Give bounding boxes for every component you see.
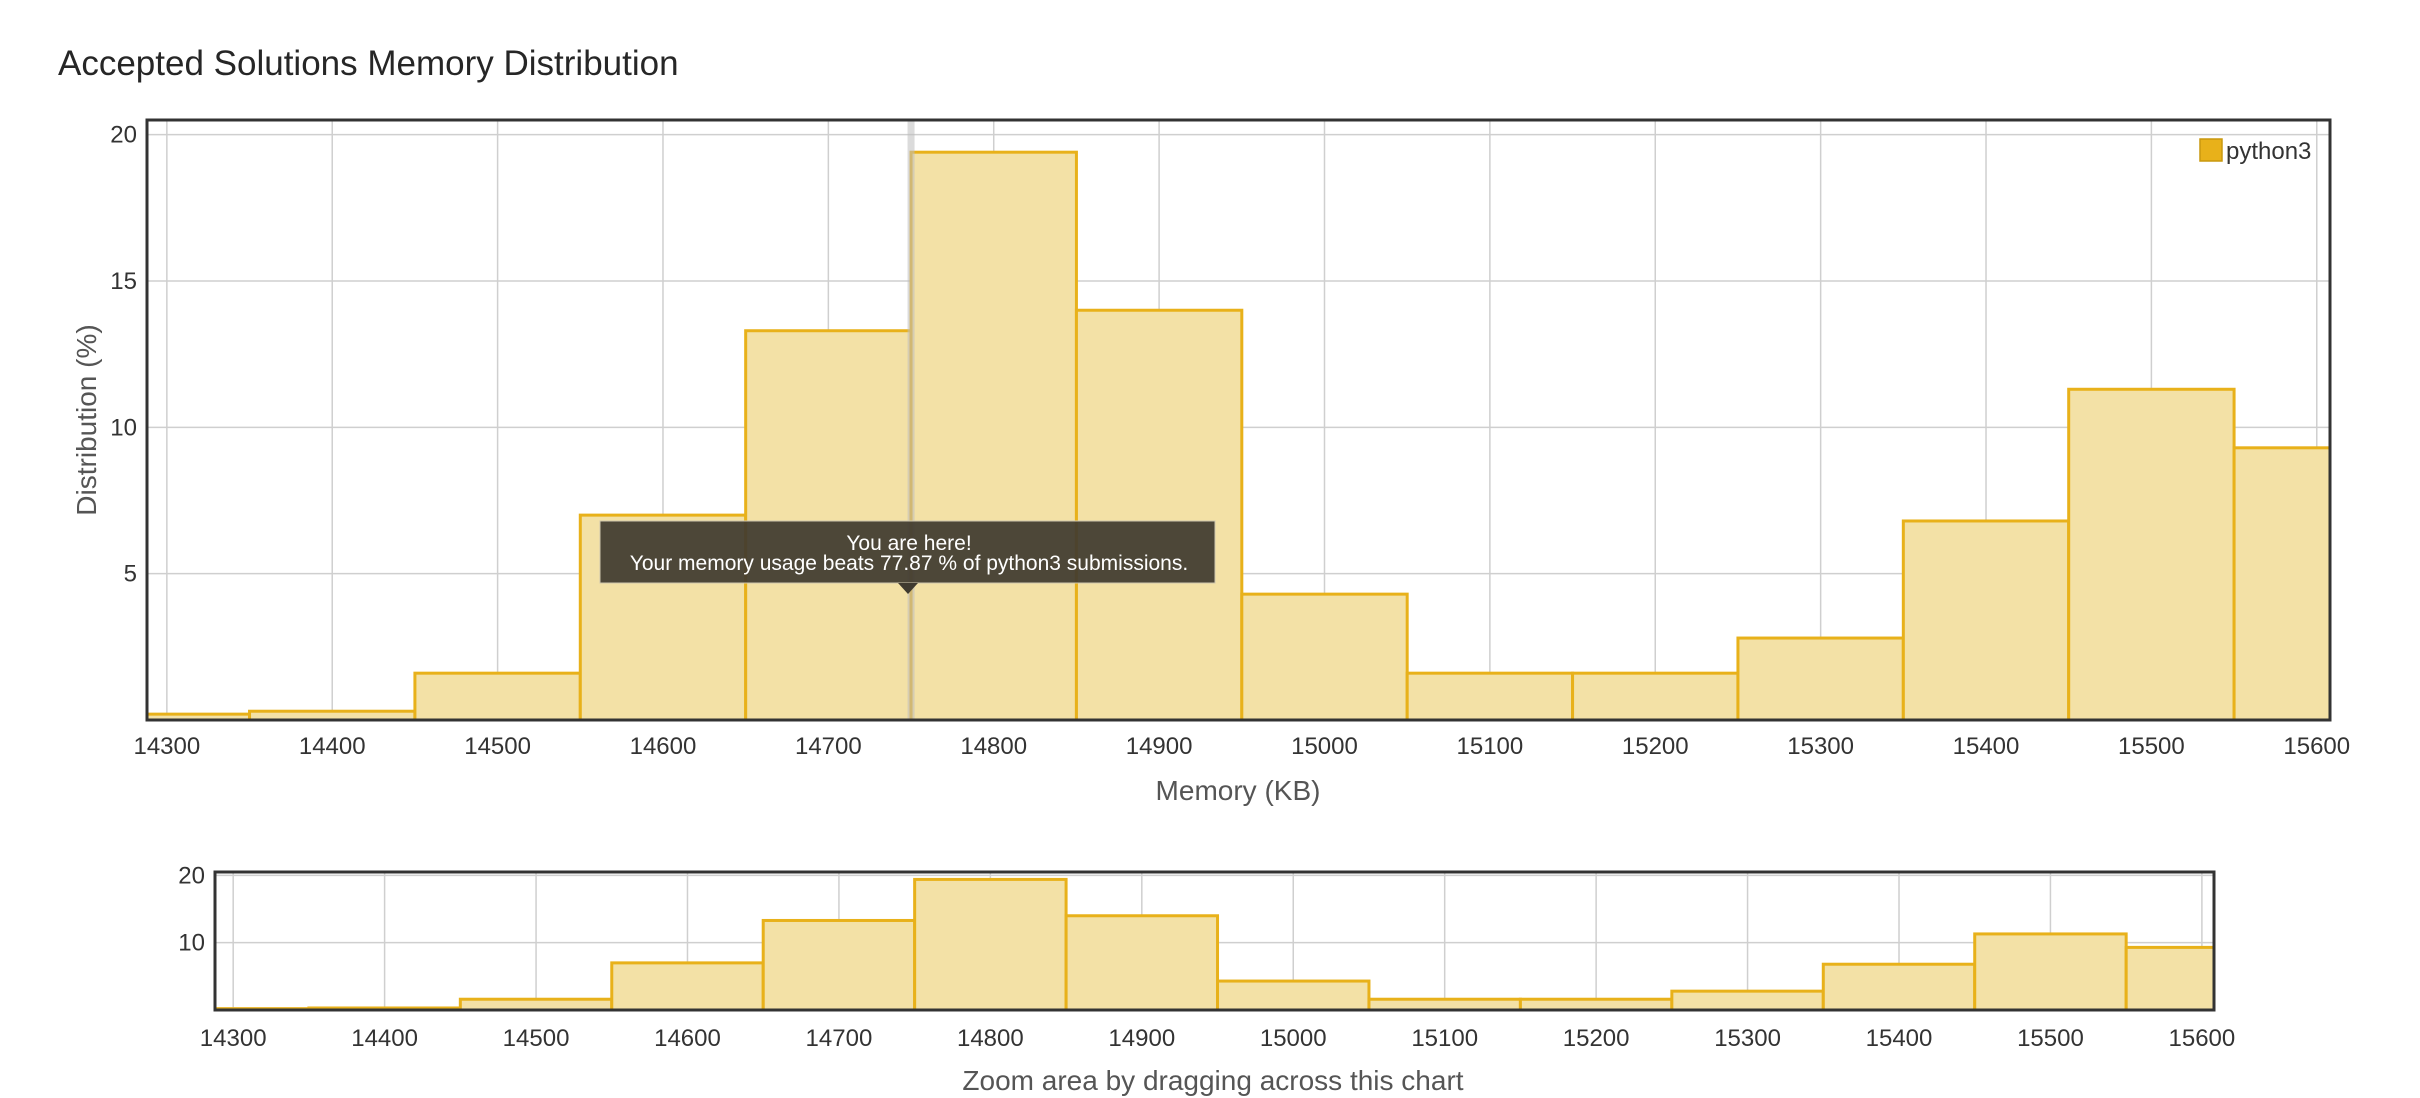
- overview-plot-frame[interactable]: [213, 870, 2216, 1012]
- overview-histogram-bar[interactable]: [913, 877, 1068, 1012]
- main-bars: [145, 150, 2332, 722]
- overview-caption: Zoom area by dragging across this chart: [962, 1065, 1463, 1096]
- overview-x-tick-label: 14900: [1108, 1025, 1175, 1052]
- x-tick-label: 14300: [133, 733, 200, 760]
- histogram-bar[interactable]: [1901, 519, 2071, 722]
- histogram-bar[interactable]: [1736, 636, 1905, 722]
- overview-y-tick-label: 20: [178, 862, 205, 889]
- x-tick-label: 14700: [795, 733, 862, 760]
- legend-swatch-python3: [2199, 138, 2223, 162]
- x-tick-label: 14600: [630, 733, 697, 760]
- legend-label-python3: python3: [2226, 138, 2311, 165]
- histogram-bar[interactable]: [2067, 387, 2236, 722]
- overview-histogram-bar[interactable]: [1216, 979, 1371, 1012]
- x-tick-label: 15000: [1291, 733, 1358, 760]
- overview-x-tick-label: 15200: [1563, 1025, 1630, 1052]
- y-tick-label: 15: [110, 268, 137, 295]
- overview-x-tick-label: 15400: [1866, 1025, 1933, 1052]
- overview-x-tick-label: 14400: [351, 1025, 418, 1052]
- tooltip-pointer: [898, 583, 918, 594]
- x-tick-label: 15300: [1787, 733, 1854, 760]
- overview-histogram-bar[interactable]: [1064, 914, 1220, 1012]
- overview-x-tick-label: 15100: [1411, 1025, 1478, 1052]
- x-axis-title: Memory (KB): [1156, 775, 1321, 806]
- overview-y-tick-labels: 10 20: [178, 862, 205, 956]
- overview-histogram-bar[interactable]: [1821, 962, 1977, 1012]
- main-y-tick-labels: 5 10 15 20: [110, 122, 137, 588]
- histogram-bar[interactable]: [1405, 671, 1575, 722]
- histogram-bar[interactable]: [2232, 446, 2332, 722]
- overview-x-tick-label: 14300: [200, 1025, 267, 1052]
- y-tick-label: 20: [110, 122, 137, 149]
- x-tick-label: 15200: [1622, 733, 1689, 760]
- overview-histogram-bar[interactable]: [610, 961, 765, 1012]
- page-title: Accepted Solutions Memory Distribution: [58, 44, 679, 83]
- overview-histogram-bar[interactable]: [1670, 989, 1825, 1012]
- overview-x-tick-label: 15300: [1714, 1025, 1781, 1052]
- x-tick-label: 15100: [1457, 733, 1524, 760]
- overview-histogram-bar[interactable]: [458, 997, 614, 1012]
- overview-histogram-bar[interactable]: [2124, 945, 2216, 1012]
- histogram-bar[interactable]: [1074, 308, 1244, 722]
- histogram-bar[interactable]: [909, 150, 1078, 722]
- overview-x-tick-label: 15500: [2017, 1025, 2084, 1052]
- x-tick-label: 14400: [299, 733, 366, 760]
- main-x-tick-labels: 14300 14400 14500 14600 14700 14800 14900 15000…: [133, 733, 2350, 760]
- y-tick-label: 5: [124, 561, 137, 588]
- histogram-bar[interactable]: [1240, 592, 1409, 722]
- overview-x-tick-label: 14700: [806, 1025, 873, 1052]
- overview-histogram-bar[interactable]: [761, 918, 917, 1012]
- y-axis-title: Distribution (%): [71, 324, 102, 515]
- overview-histogram-bar[interactable]: [1367, 997, 1522, 1012]
- tooltip: You are here! Your memory usage beats 77…: [599, 520, 1216, 594]
- overview-x-tick-label: 14600: [654, 1025, 721, 1052]
- overview-x-tick-labels: 14300 14400 14500 14600 14700 14800 14900 15000…: [200, 1025, 2235, 1052]
- y-tick-label: 10: [110, 414, 137, 441]
- overview-bars: [213, 877, 2216, 1012]
- tooltip-title: You are here!: [846, 532, 971, 555]
- tooltip-message: Your memory usage beats 77.87 % of pytho…: [630, 552, 1188, 575]
- x-tick-label: 14500: [464, 733, 531, 760]
- x-tick-label: 14800: [960, 733, 1027, 760]
- overview-x-tick-label: 14800: [957, 1025, 1024, 1052]
- x-tick-label: 14900: [1126, 733, 1193, 760]
- histogram-bar[interactable]: [1571, 671, 1740, 722]
- x-tick-label: 15500: [2118, 733, 2185, 760]
- x-tick-label: 15600: [2283, 733, 2350, 760]
- overview-x-tick-label: 15000: [1260, 1025, 1327, 1052]
- overview-histogram-bar[interactable]: [1518, 997, 1674, 1012]
- overview-x-tick-label: 15600: [2169, 1025, 2236, 1052]
- legend[interactable]: python3: [2199, 138, 2311, 165]
- overview-y-tick-label: 10: [178, 930, 205, 957]
- overview-x-tick-label: 14500: [503, 1025, 570, 1052]
- x-tick-label: 15400: [1953, 733, 2020, 760]
- overview-histogram-bar[interactable]: [1973, 932, 2128, 1012]
- histogram-bar[interactable]: [413, 671, 582, 722]
- tooltip-box: [599, 520, 1216, 584]
- main-plot-frame: [145, 118, 2332, 722]
